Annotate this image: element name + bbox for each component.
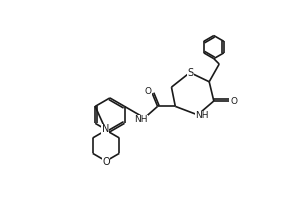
Text: O: O	[230, 97, 237, 106]
Text: S: S	[188, 68, 194, 78]
Text: N: N	[102, 124, 109, 134]
Text: O: O	[102, 157, 110, 167]
Text: NH: NH	[134, 115, 147, 124]
Text: NH: NH	[196, 111, 209, 120]
Text: O: O	[144, 87, 151, 96]
